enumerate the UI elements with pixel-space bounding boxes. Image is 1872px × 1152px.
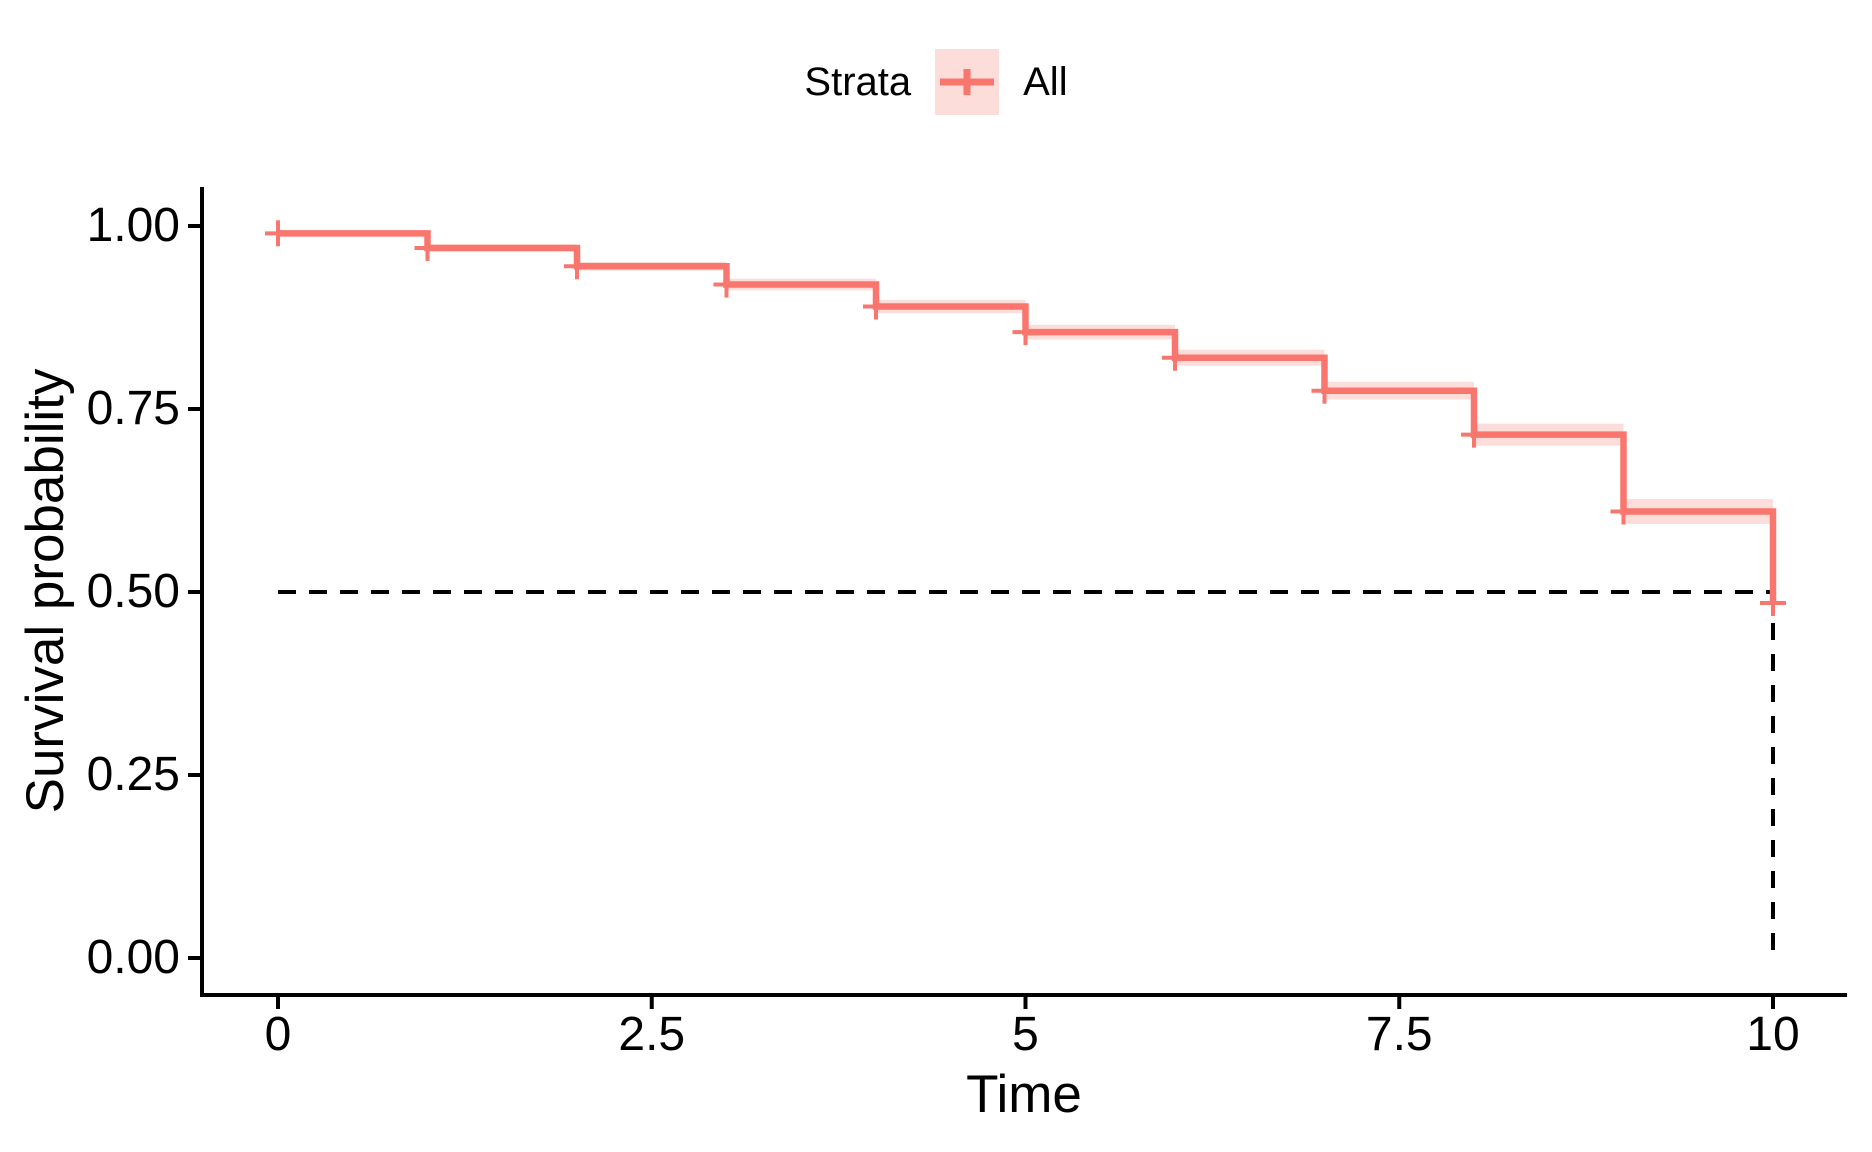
legend: Strata All bbox=[0, 46, 1872, 118]
x-tick-label: 7.5 bbox=[1365, 1008, 1433, 1061]
legend-title: Strata bbox=[804, 60, 912, 104]
x-tick-label: 5 bbox=[1012, 1008, 1039, 1061]
legend-item-label-all: All bbox=[1023, 60, 1068, 104]
y-tick-label: 0.00 bbox=[86, 931, 180, 984]
x-tick-label: 10 bbox=[1746, 1008, 1800, 1061]
x-tick-label: 2.5 bbox=[618, 1008, 686, 1061]
y-axis-title: Survival probability bbox=[16, 368, 75, 814]
y-tick-label: 0.50 bbox=[86, 565, 180, 618]
y-tick-label: 1.00 bbox=[86, 199, 180, 252]
plus-marker-icon bbox=[935, 49, 1000, 115]
y-tick-label: 0.75 bbox=[86, 382, 180, 435]
survival-step-curve bbox=[278, 230, 1777, 603]
x-axis-title: Time bbox=[966, 1065, 1082, 1124]
legend-key-all bbox=[935, 49, 1000, 115]
x-tick-label: 0 bbox=[264, 1008, 292, 1061]
confidence-ribbon bbox=[278, 231, 1773, 524]
y-tick-label: 0.25 bbox=[86, 748, 180, 801]
